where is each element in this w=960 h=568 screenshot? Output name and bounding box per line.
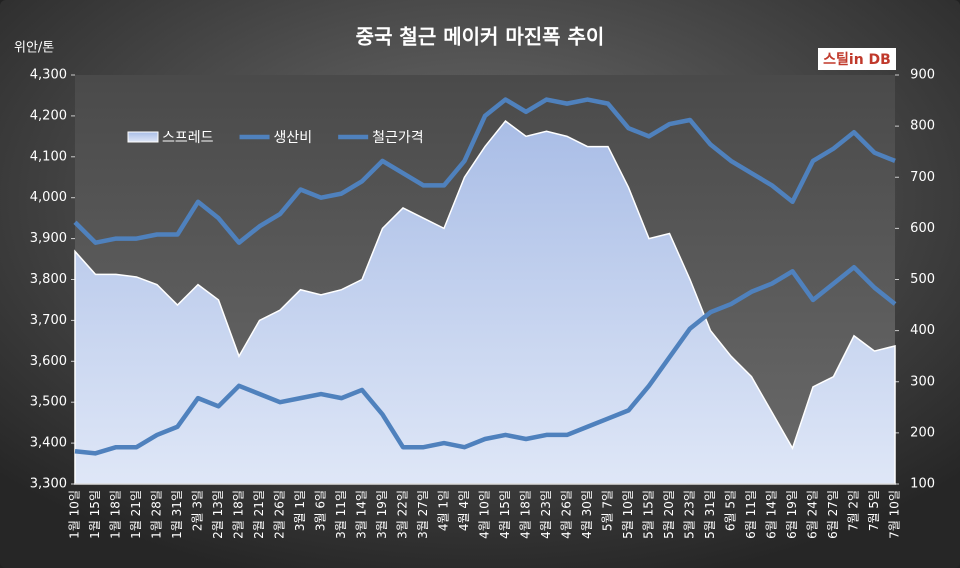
y2-tick-label: 700 [910,170,935,185]
line [74,264,897,456]
y2-tick-label: 400 [910,323,935,338]
y-tick-label: 4,000 [30,190,67,205]
x-tick-label: 4월 23일 [539,490,553,539]
y2-tick-label: 900 [910,68,935,83]
y-tick-label: 3,500 [30,395,67,410]
y-tick-label: 3,900 [30,231,67,246]
x-tick-label: 7월 5일 [867,490,881,531]
y-tick-label: 3,400 [30,436,67,451]
x-tick-label: 6월 11일 [744,490,758,539]
x-tick-label: 5월 20일 [662,490,676,539]
x-tick-label: 3월 11일 [334,490,348,539]
y-tick-label: 3,800 [30,272,67,287]
legend-label: 철근가격 [372,130,424,146]
legend-label: 생산비 [274,130,313,146]
y2-tick-label: 100 [910,477,935,492]
x-tick-label: 3월 6일 [314,490,328,531]
x-tick-label: 4월 26일 [560,490,574,539]
y-tick-label: 3,700 [30,313,67,328]
x-tick-label: 3월 22일 [396,490,410,539]
x-tick-label: 2월 18일 [232,490,246,539]
legend-label: 스프레드 [162,130,214,146]
x-tick-label: 5월 23일 [683,490,697,539]
x-tick-label: 6월 24일 [806,490,820,539]
x-tick-label: 1월 10일 [68,490,82,539]
y2-tick-label: 300 [910,374,935,389]
legend-swatch [127,131,159,143]
y2-tick-label: 200 [910,425,935,440]
x-tick-label: 3월 14일 [355,490,369,539]
x-tick-label: 5월 15일 [642,490,656,539]
x-tick-label: 2월 21일 [252,490,266,539]
x-tick-label: 6월 19일 [785,490,799,539]
y-tick-label: 4,300 [30,68,67,83]
x-tick-label: 1월 21일 [129,490,143,539]
x-tick-label: 7월 2일 [847,490,861,531]
spread-area [74,119,896,485]
x-tick-label: 6월 27일 [826,490,840,539]
y-tick-label: 3,300 [30,477,67,492]
x-tick-label: 2월 26일 [273,490,287,539]
x-tick-label: 3월 1일 [293,490,307,531]
x-tick-label: 6월 14일 [765,490,779,539]
x-tick-label: 3월 27일 [416,490,430,539]
x-tick-label: 5월 7일 [601,490,615,531]
x-tick-label: 6월 5일 [724,490,738,531]
x-tick-label: 4월 10일 [478,490,492,539]
x-tick-label: 2월 3일 [191,490,205,531]
x-tick-label: 1월 31일 [170,490,184,539]
y-tick-label: 3,600 [30,354,67,369]
logo: 스틸in DB [823,52,891,68]
x-tick-label: 5월 10일 [621,490,635,539]
y2-tick-label: 800 [910,119,935,134]
x-tick-label: 1월 15일 [88,490,102,539]
x-tick-label: 5월 31일 [703,490,717,539]
chart-title: 중국 철근 메이커 마진폭 추이 [356,25,605,49]
x-tick-label: 4월 4일 [457,490,471,531]
x-tick-label: 1월 18일 [109,490,123,539]
x-tick-label: 4월 30일 [580,490,594,539]
x-tick-label: 2월 13일 [211,490,225,539]
logo-box [818,48,896,70]
y2-tick-label: 500 [910,272,935,287]
x-tick-label: 7월 10일 [888,490,902,539]
y-axis-label: 위안/톤 [14,41,54,56]
line [73,97,896,245]
y2-tick-label: 600 [910,221,935,236]
x-tick-label: 1월 28일 [150,490,164,539]
y-tick-label: 4,100 [30,149,67,164]
x-tick-label: 4월 1일 [437,490,451,531]
y-tick-label: 4,200 [30,108,67,123]
x-tick-label: 4월 18일 [519,490,533,539]
x-tick-label: 4월 15일 [498,490,512,539]
x-tick-label: 3월 19일 [375,490,389,539]
